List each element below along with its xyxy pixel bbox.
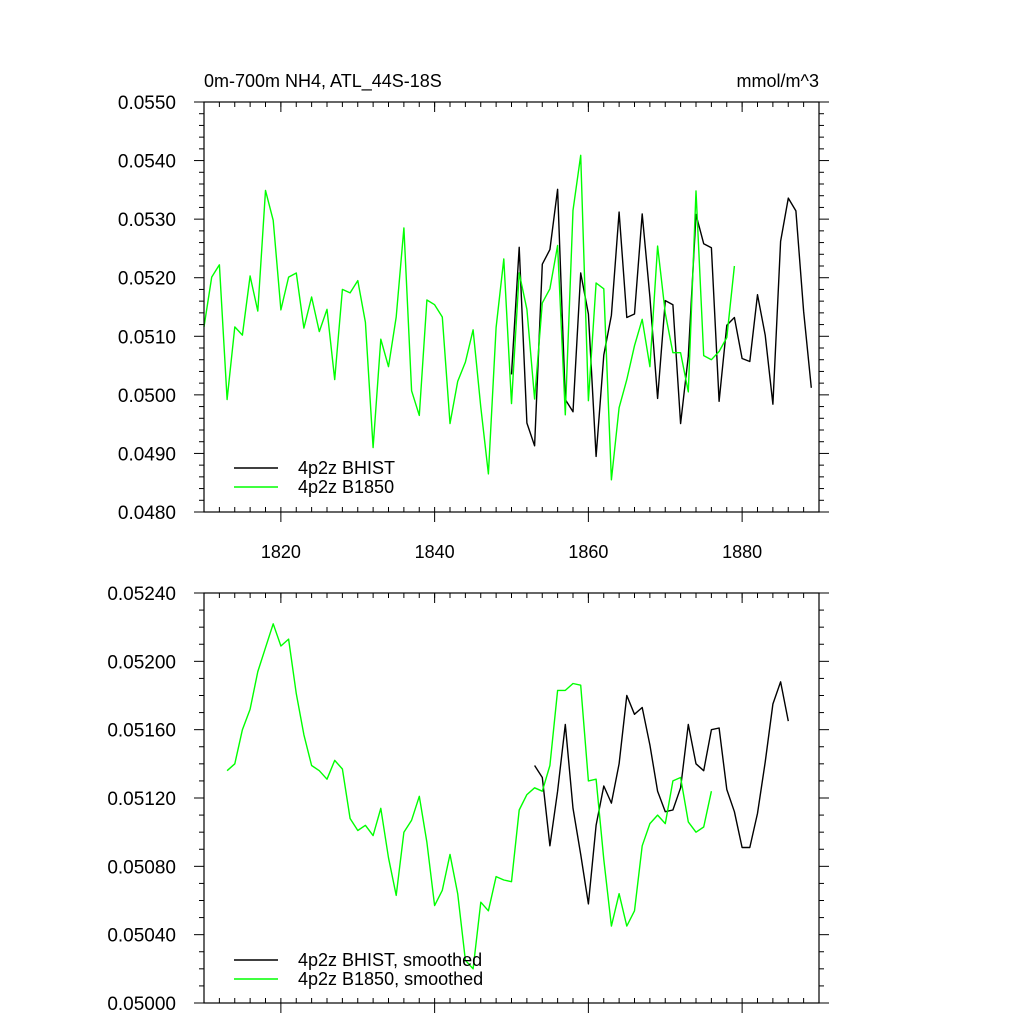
y-tick-label: 0.0550: [118, 93, 176, 114]
legend-label: 4p2z B1850, smoothed: [298, 969, 483, 989]
x-tick-label: 1880: [722, 542, 762, 562]
y-tick-label: 0.0490: [118, 444, 176, 465]
series-lines: [226, 623, 789, 970]
plot-frame: [203, 592, 820, 1004]
y-tick-label: 0.0480: [118, 503, 176, 524]
top-panel: 0m-700m NH4, ATL_44S-18S mmol/m^3 0.0480…: [118, 71, 829, 562]
series-line-bhist: [510, 188, 812, 458]
x-tick-label: 1820: [261, 542, 301, 562]
x-tick-label: 1860: [568, 542, 608, 562]
x-tick-labels: 1820 1840 1860 1880: [261, 542, 762, 562]
x-tick-label: 1840: [415, 542, 455, 562]
y-tick-label: 0.0500: [118, 386, 176, 407]
y-tick-label: 0.0540: [118, 152, 176, 173]
y-tick-label: 0.05240: [107, 584, 176, 605]
bottom-panel: 0.05000 0.05040 0.05080 0.05120 0.05160 0.052…: [107, 584, 829, 1015]
y-tick-label: 0.05040: [107, 926, 176, 947]
legend-label: 4p2z BHIST: [298, 458, 395, 478]
units-label: mmol/m^3: [737, 71, 819, 91]
y-tick-label: 0.05080: [107, 857, 176, 878]
y-tick-label: 0.0520: [118, 269, 176, 290]
axis-ticks: [194, 592, 829, 1013]
y-tick-label: 0.0530: [118, 210, 176, 231]
y-tick-labels: 0.0480 0.0490 0.0500 0.0510 0.0520 0.0530 0.05…: [118, 93, 176, 524]
series-line-b1850: [203, 154, 736, 481]
y-tick-label: 0.05160: [107, 721, 176, 742]
y-tick-labels: 0.05000 0.05040 0.05080 0.05120 0.05160 0.052…: [107, 584, 176, 1015]
legend-label: 4p2z BHIST, smoothed: [298, 950, 482, 970]
y-tick-label: 0.05000: [107, 994, 176, 1015]
chart-title: 0m-700m NH4, ATL_44S-18S: [204, 71, 442, 92]
y-tick-label: 0.05120: [107, 789, 176, 810]
axis-ticks: [194, 101, 829, 522]
y-tick-label: 0.05200: [107, 652, 176, 673]
plot-frame: [203, 101, 820, 513]
legend-label: 4p2z B1850: [298, 477, 394, 497]
series-line-b1850: [226, 623, 713, 970]
series-lines: [203, 154, 812, 481]
y-tick-label: 0.0510: [118, 327, 176, 348]
series-line-bhist: [534, 681, 789, 905]
